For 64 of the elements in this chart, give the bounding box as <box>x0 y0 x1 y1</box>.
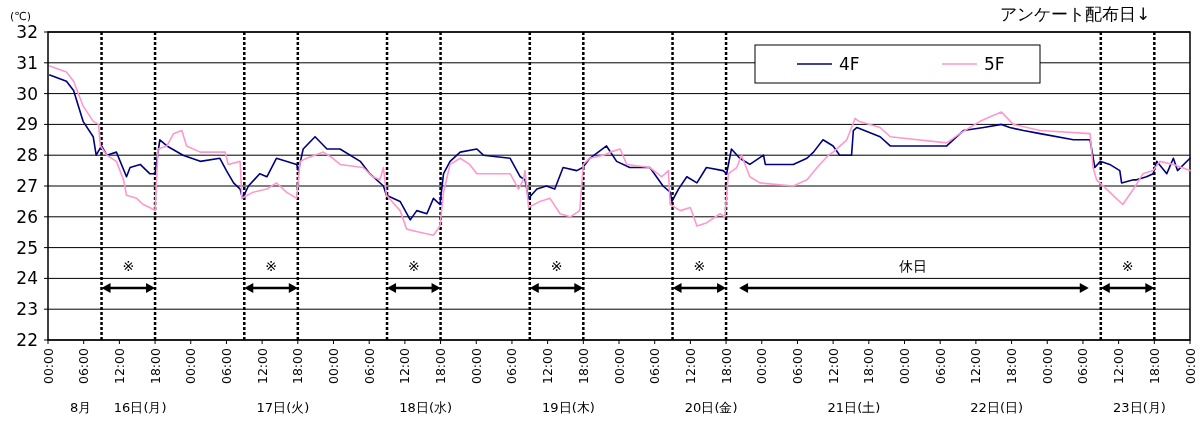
x-tick-label: 12:00 <box>397 347 413 385</box>
x-tick-label: 06:00 <box>361 347 377 385</box>
annotation: ※ <box>122 258 135 275</box>
y-tick-label: 22 <box>16 330 38 350</box>
annotation: ※ <box>265 258 277 275</box>
text: 22日(日) <box>970 400 1024 415</box>
x-tick-label: 00:00 <box>897 347 912 385</box>
legend-label: 5F <box>984 54 1005 74</box>
y-tick-label: 27 <box>16 176 38 196</box>
x-tick-label: 18:00 <box>1146 347 1162 385</box>
text: 23日(月) <box>1113 400 1166 415</box>
x-tick-label: 06:00 <box>932 347 948 385</box>
x-tick-label: 18:00 <box>147 347 163 385</box>
x-tick-label: 18:00 <box>861 347 877 385</box>
text: 18日(水) <box>399 400 453 415</box>
annotation: 休日 <box>899 258 928 275</box>
x-tick-label: 06:00 <box>218 347 234 385</box>
legend-label: 4F <box>839 54 860 74</box>
annotation: ※ <box>407 258 420 275</box>
x-tick-label: 06:00 <box>1075 347 1091 385</box>
x-tick-label: 12:00 <box>111 347 127 385</box>
x-tick-label: 12:00 <box>254 347 270 385</box>
y-tick-label: 23 <box>16 299 38 320</box>
x-tick-label: 00:00 <box>1182 347 1198 385</box>
text: 19日(木) <box>542 400 595 415</box>
x-tick-label: 00:00 <box>1039 347 1055 385</box>
y-tick-label: 26 <box>16 206 38 227</box>
x-tick-label: 06:00 <box>789 347 805 385</box>
text: 20日(金) <box>684 400 738 415</box>
x-tick-label: 00:00 <box>183 347 199 385</box>
y-tick-label: 29 <box>16 114 38 135</box>
x-tick-label: 12:00 <box>1111 347 1127 385</box>
x-tick-label: 18:00 <box>718 347 734 385</box>
x-tick-label: 00:00 <box>40 347 56 385</box>
x-tick-label: 12:00 <box>968 347 984 385</box>
x-tick-label: 06:00 <box>76 347 92 385</box>
x-tick-label: 18:00 <box>1004 347 1020 385</box>
y-axis-title: (℃) <box>10 10 31 23</box>
text: 17日(火) <box>256 400 310 415</box>
text: 8月 <box>70 400 92 415</box>
x-tick-label: 18:00 <box>433 347 449 385</box>
y-tick-label: 24 <box>16 268 38 289</box>
y-tick-label: 32 <box>16 22 38 42</box>
annotation: ※ <box>1121 258 1134 275</box>
x-tick-label: 00:00 <box>611 347 627 385</box>
x-tick-label: 06:00 <box>504 347 520 385</box>
x-tick-label: 06:00 <box>647 347 663 385</box>
text: 16日(月) <box>113 400 167 415</box>
annotation: ※ <box>693 258 706 275</box>
annotation: ※ <box>550 258 563 275</box>
x-tick-label: 18:00 <box>575 347 591 385</box>
y-tick-label: 25 <box>16 237 38 258</box>
x-tick-label: 00:00 <box>754 347 770 385</box>
y-tick-label: 31 <box>16 52 38 73</box>
y-tick-label: 28 <box>16 145 38 166</box>
x-tick-label: 00:00 <box>326 347 341 385</box>
y-tick-label: 30 <box>16 83 38 104</box>
x-tick-label: 12:00 <box>540 347 556 385</box>
x-tick-label: 18:00 <box>290 347 306 385</box>
ref-line-label: アンケート配布日↓ <box>1000 4 1151 24</box>
x-tick-label: 12:00 <box>825 347 841 385</box>
x-tick-label: 00:00 <box>468 347 484 385</box>
text: 21日(土) <box>827 400 881 415</box>
x-tick-label: 12:00 <box>682 347 698 385</box>
